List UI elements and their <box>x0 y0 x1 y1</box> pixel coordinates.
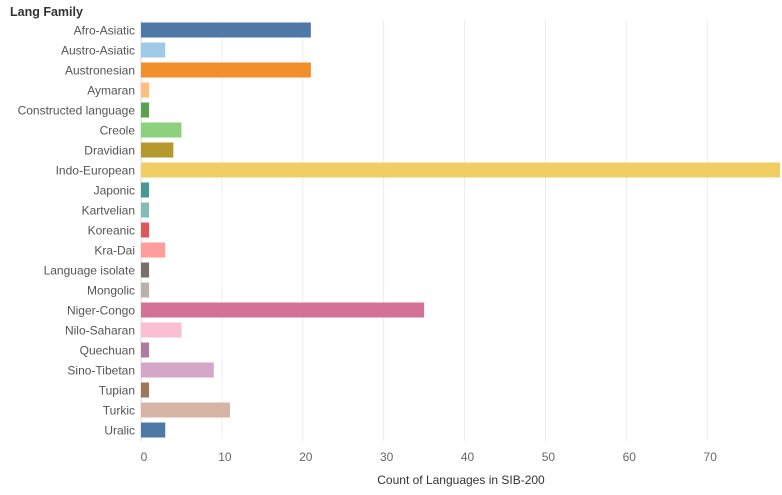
bar-aymaran <box>141 82 150 98</box>
category-label: Kartvelian <box>82 204 135 218</box>
category-label: Austronesian <box>65 64 135 78</box>
bar-sino-tibetan <box>141 362 214 378</box>
category-label: Dravidian <box>84 144 135 158</box>
x-tick-label: 30 <box>380 450 394 464</box>
bar-japonic <box>141 182 150 198</box>
bar-turkic <box>141 402 230 418</box>
y-axis-title: Lang Family <box>10 5 83 19</box>
x-tick-label: 20 <box>299 450 313 464</box>
bar-constructed-language <box>141 102 150 118</box>
x-tick-label: 10 <box>218 450 232 464</box>
category-label: Creole <box>100 124 136 138</box>
bar-dravidian <box>141 142 174 158</box>
x-tick-label: 70 <box>704 450 718 464</box>
bar-afro-asiatic <box>141 22 311 38</box>
bar-koreanic <box>141 222 150 238</box>
category-label: Turkic <box>103 404 135 418</box>
bar-tupian <box>141 382 150 398</box>
bar-mongolic <box>141 282 150 298</box>
category-label: Sino-Tibetan <box>67 364 135 378</box>
bar-uralic <box>141 422 166 438</box>
bar-quechuan <box>141 342 150 358</box>
category-label: Japonic <box>94 184 135 198</box>
bar-kra-dai <box>141 242 166 258</box>
category-label: Niger-Congo <box>67 304 135 318</box>
category-labels: Afro-Asiatic Austro-Asiatic Austronesian Ay… <box>18 24 136 438</box>
category-label: Aymaran <box>87 84 135 98</box>
category-label: Mongolic <box>87 284 135 298</box>
bar-language-isolate <box>141 262 150 278</box>
x-tick-label: 40 <box>461 450 475 464</box>
category-label: Language isolate <box>44 264 136 278</box>
category-label: Uralic <box>104 424 135 438</box>
category-label: Austro-Asiatic <box>61 44 135 58</box>
category-label: Kra-Dai <box>94 244 135 258</box>
category-label: Nilo-Saharan <box>65 324 135 338</box>
x-tick-label: 60 <box>623 450 637 464</box>
bar-nilo-saharan <box>141 322 182 338</box>
bar-austro-asiatic <box>141 42 166 58</box>
gridlines <box>140 20 708 441</box>
bar-austronesian <box>141 62 311 78</box>
category-label: Afro-Asiatic <box>74 24 135 38</box>
category-label: Indo-European <box>56 164 135 178</box>
category-label: Constructed language <box>18 104 136 118</box>
bar-indo-european <box>141 162 780 178</box>
x-axis-title: Count of Languages in SIB-200 <box>377 473 545 487</box>
x-tick-label: 0 <box>141 450 148 464</box>
x-tick-label: 50 <box>542 450 556 464</box>
x-tick-labels: 0 10 20 30 40 50 60 70 <box>141 450 718 464</box>
category-label: Tupian <box>99 384 135 398</box>
bar-kartvelian <box>141 202 150 218</box>
bar-niger-congo <box>141 302 425 318</box>
bar-creole <box>141 122 182 138</box>
category-label: Quechuan <box>80 344 135 358</box>
category-label: Koreanic <box>88 224 135 238</box>
bars <box>141 22 780 438</box>
